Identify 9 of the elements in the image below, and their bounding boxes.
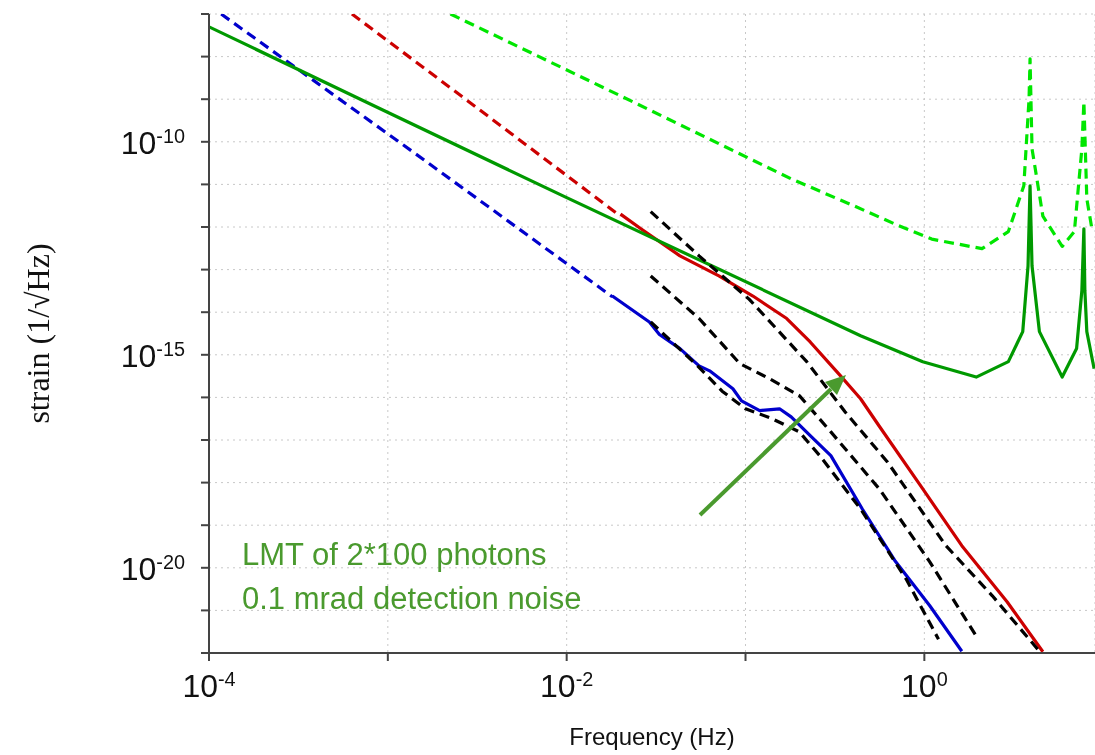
y-tick-label: 10$^{-10}$ — [120, 124, 185, 161]
y-tick-label: 10$^{-20}$ — [120, 550, 185, 587]
x-tick-label: 10$^{-4}$ — [182, 668, 236, 704]
x-tick-label: 10$^{0}$ — [901, 668, 948, 704]
annotation: LMT of 2*100 photons 0.1 mrad detection noise — [242, 537, 582, 616]
y-tick-label: 10$^{-15}$ — [120, 337, 185, 374]
y-axis-title: strain (1/√Hz) — [20, 243, 57, 424]
x-tick-label: 10$^{-2}$ — [540, 668, 594, 704]
x-axis-title: Frequency (Hz) — [569, 723, 735, 750]
